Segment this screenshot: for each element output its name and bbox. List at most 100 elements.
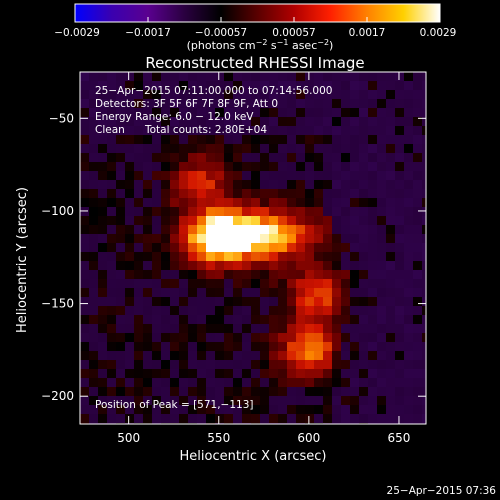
heatmap-cell	[395, 126, 405, 136]
heatmap-cell	[80, 225, 90, 235]
heatmap-cell	[314, 171, 324, 181]
heatmap-cell	[341, 387, 351, 397]
heatmap-cell	[323, 378, 333, 388]
heatmap-cell	[152, 135, 162, 145]
heatmap-cell	[404, 216, 414, 226]
heatmap-cell	[323, 198, 333, 208]
heatmap-cell	[386, 252, 396, 262]
heatmap-cell	[422, 297, 426, 307]
heatmap-cell	[377, 72, 387, 82]
heatmap-cell	[359, 297, 369, 307]
heatmap-cell	[89, 189, 99, 199]
heatmap-cell	[242, 108, 252, 118]
heatmap-cell	[395, 270, 405, 280]
heatmap-cell	[323, 144, 333, 154]
heatmap-cell	[224, 360, 234, 370]
heatmap-cell	[350, 234, 360, 244]
heatmap-cell	[422, 234, 426, 244]
heatmap-cell	[107, 225, 117, 235]
heatmap-cell	[215, 396, 225, 406]
heatmap-cell	[305, 90, 315, 100]
heatmap-cell	[206, 225, 216, 235]
heatmap-cell	[134, 387, 144, 397]
heatmap-cell	[395, 189, 405, 199]
heatmap-cell	[80, 72, 90, 82]
heatmap-cell	[143, 144, 153, 154]
heatmap-cell	[233, 351, 243, 361]
heatmap-cell	[395, 414, 405, 424]
heatmap-cell	[359, 216, 369, 226]
heatmap-cell	[422, 117, 426, 127]
heatmap-cell	[296, 234, 306, 244]
heatmap-cell	[341, 72, 351, 82]
heatmap-cell	[323, 234, 333, 244]
heatmap-cell	[134, 414, 144, 424]
heatmap-cell	[134, 225, 144, 235]
heatmap-cell	[89, 369, 99, 379]
heatmap-cell	[377, 153, 387, 163]
heatmap-cell	[107, 414, 117, 424]
heatmap-cell	[152, 234, 162, 244]
heatmap-cell	[125, 405, 135, 415]
heatmap-cell	[89, 171, 99, 181]
heatmap-cell	[161, 81, 171, 91]
heatmap-cell	[395, 216, 405, 226]
heatmap-cell	[89, 279, 99, 289]
heatmap-cell	[107, 198, 117, 208]
heatmap-cell	[161, 144, 171, 154]
heatmap-cell	[224, 126, 234, 136]
heatmap-cell	[341, 315, 351, 325]
heatmap-cell	[224, 288, 234, 298]
heatmap-cell	[134, 72, 144, 82]
heatmap-cell	[278, 333, 288, 343]
heatmap-cell	[395, 72, 405, 82]
heatmap-cell	[341, 378, 351, 388]
heatmap-cell	[332, 243, 342, 253]
heatmap-cell	[170, 117, 180, 127]
heatmap-cell	[314, 153, 324, 163]
heatmap-cell	[152, 72, 162, 82]
heatmap-cell	[170, 333, 180, 343]
heatmap-cell	[368, 270, 378, 280]
heatmap-cell	[143, 81, 153, 91]
heatmap-cell	[215, 315, 225, 325]
heatmap-cell	[314, 144, 324, 154]
heatmap-cell	[233, 261, 243, 271]
heatmap-cell	[170, 270, 180, 280]
heatmap-cell	[323, 297, 333, 307]
heatmap-cell	[80, 180, 90, 190]
heatmap-cell	[80, 342, 90, 352]
heatmap-cell	[107, 99, 117, 109]
heatmap-cell	[368, 153, 378, 163]
heatmap-cell	[89, 297, 99, 307]
heatmap-cell	[251, 153, 261, 163]
heatmap-cell	[80, 135, 90, 145]
heatmap-cell	[341, 324, 351, 334]
heatmap-cell	[413, 180, 423, 190]
heatmap-cell	[386, 81, 396, 91]
heatmap-cell	[386, 72, 396, 82]
heatmap-cell	[188, 279, 198, 289]
heatmap-cell	[413, 108, 423, 118]
heatmap-cell	[422, 198, 426, 208]
heatmap-cell	[341, 135, 351, 145]
heatmap-cell	[422, 72, 426, 82]
heatmap-cell	[143, 198, 153, 208]
heatmap-cell	[350, 324, 360, 334]
heatmap-cell	[170, 297, 180, 307]
heatmap-cell	[260, 180, 270, 190]
heatmap-cell	[116, 279, 126, 289]
heatmap-cell	[332, 81, 342, 91]
heatmap-cell	[197, 396, 207, 406]
heatmap-cell	[152, 279, 162, 289]
heatmap-cell	[179, 342, 189, 352]
heatmap-cell	[287, 306, 297, 316]
heatmap-cell	[134, 234, 144, 244]
heatmap-cell	[98, 396, 108, 406]
heatmap-cell	[287, 333, 297, 343]
heatmap-cell	[188, 369, 198, 379]
heatmap-cell	[305, 216, 315, 226]
heatmap-cell	[296, 414, 306, 424]
heatmap-cell	[404, 261, 414, 271]
heatmap-cell	[377, 117, 387, 127]
